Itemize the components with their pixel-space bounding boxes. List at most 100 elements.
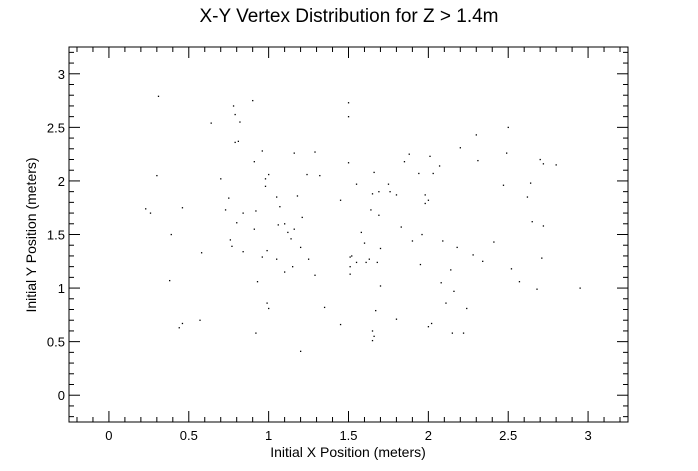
data-point	[349, 256, 351, 258]
x-axis-label: Initial X Position (meters)	[270, 444, 426, 460]
data-point	[277, 224, 279, 226]
data-point	[424, 194, 426, 196]
data-point	[319, 174, 321, 177]
data-point	[440, 282, 442, 284]
data-point	[373, 335, 375, 337]
y-axis-label: Initial Y Position (meters)	[23, 157, 39, 312]
data-point	[170, 233, 172, 236]
data-point	[268, 307, 270, 310]
data-point	[379, 247, 382, 250]
data-point	[450, 269, 452, 271]
data-point	[375, 309, 377, 312]
y-tick-label: 2	[58, 174, 65, 189]
data-point	[237, 140, 239, 142]
data-point	[293, 228, 295, 230]
data-point	[264, 178, 267, 180]
data-point	[347, 162, 350, 164]
x-tick-label: 0.5	[180, 428, 198, 443]
data-point	[169, 279, 171, 282]
data-point	[178, 327, 180, 329]
data-point	[261, 256, 263, 258]
data-point	[370, 209, 372, 211]
data-point	[347, 102, 350, 104]
data-point	[220, 178, 222, 180]
data-point	[472, 254, 474, 256]
data-point	[493, 241, 495, 243]
data-point	[542, 163, 545, 165]
data-point	[355, 183, 358, 185]
data-point	[408, 153, 410, 155]
data-points	[145, 95, 581, 352]
data-point	[526, 196, 529, 198]
data-point	[459, 147, 461, 149]
data-point	[445, 302, 447, 304]
data-point	[371, 193, 374, 195]
data-point	[314, 274, 316, 276]
data-point	[475, 134, 477, 136]
data-point	[555, 164, 557, 166]
data-point	[418, 172, 420, 175]
data-point	[502, 184, 505, 186]
data-point	[451, 332, 454, 334]
data-point	[536, 288, 538, 290]
data-point	[379, 285, 382, 287]
data-point	[290, 238, 292, 240]
data-point	[506, 152, 508, 154]
data-point	[276, 258, 278, 260]
data-point	[427, 326, 430, 328]
data-point	[429, 155, 431, 157]
data-point	[299, 246, 302, 249]
data-point	[293, 152, 295, 154]
data-point	[371, 330, 374, 332]
data-point	[253, 228, 255, 230]
data-point	[210, 122, 212, 124]
data-point	[462, 332, 465, 334]
data-point	[306, 173, 308, 176]
data-point	[145, 208, 147, 210]
y-tick-label: 0	[58, 388, 65, 403]
data-point	[510, 268, 513, 270]
data-point	[232, 105, 235, 107]
data-point	[389, 191, 391, 193]
data-point	[279, 206, 281, 208]
data-point	[242, 212, 244, 214]
data-point	[347, 116, 350, 118]
data-point	[378, 214, 380, 216]
data-point	[299, 350, 302, 352]
data-point	[256, 281, 259, 283]
data-point	[242, 251, 244, 253]
data-point	[531, 221, 533, 223]
data-point	[466, 307, 468, 310]
data-point	[376, 261, 378, 264]
data-point	[421, 233, 423, 236]
data-point	[268, 173, 270, 176]
y-tick-label: 0.5	[47, 335, 65, 350]
data-point	[284, 223, 286, 225]
data-point	[403, 161, 406, 163]
data-point	[255, 210, 257, 212]
data-point	[228, 197, 230, 199]
data-point	[456, 246, 458, 249]
data-point	[266, 249, 268, 252]
data-point	[419, 263, 422, 266]
y-tick-label: 1	[58, 281, 65, 296]
data-point	[284, 271, 286, 273]
data-point	[507, 126, 509, 129]
x-tick-label: 3	[584, 428, 591, 443]
data-point	[255, 332, 257, 334]
data-point	[424, 202, 426, 205]
data-point	[387, 183, 390, 185]
y-tick-label: 1.5	[47, 228, 65, 243]
x-tick-label: 2	[425, 428, 432, 443]
data-point	[224, 209, 227, 211]
data-point	[349, 273, 351, 275]
data-point	[395, 318, 398, 320]
axis-ticks	[69, 47, 628, 422]
data-point	[266, 302, 268, 304]
data-point	[411, 240, 414, 242]
data-point	[438, 165, 441, 167]
data-point	[518, 281, 521, 283]
data-point	[539, 158, 541, 161]
